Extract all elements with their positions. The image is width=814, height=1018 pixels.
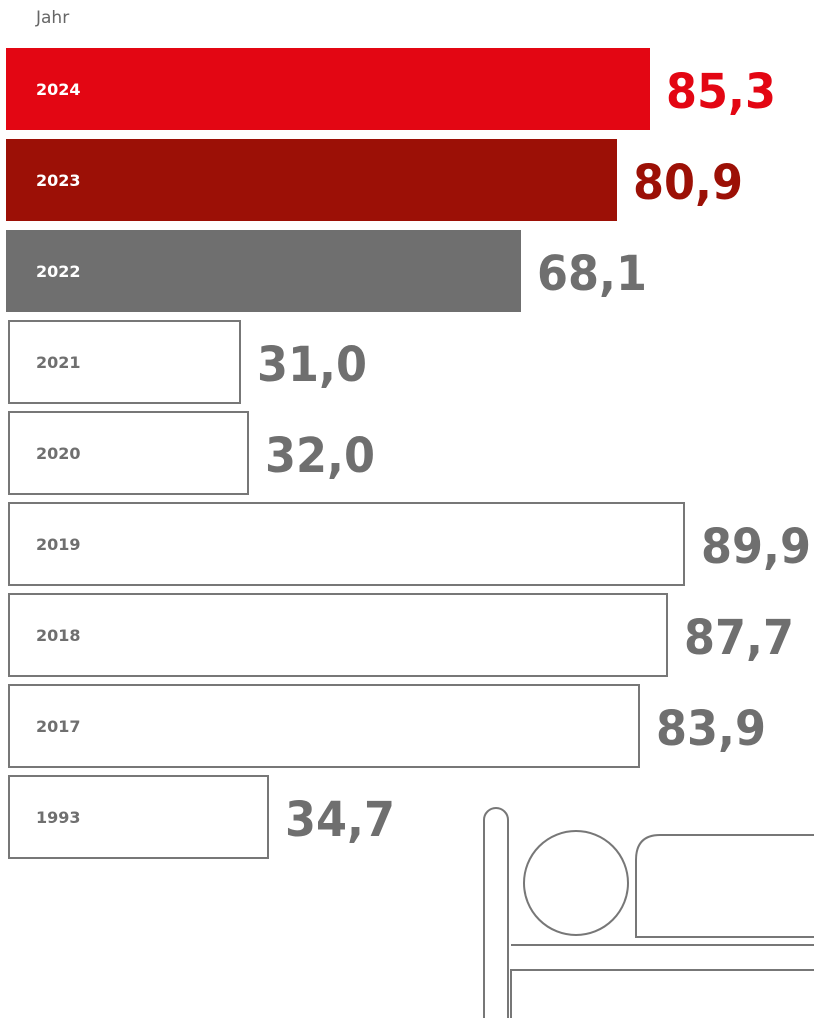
bar-2018	[8, 593, 668, 677]
category-label-2020: 2020	[36, 444, 81, 463]
bar-2019	[8, 502, 685, 586]
bar-group-2024: 2024 85,3	[6, 48, 776, 130]
bar-1993	[8, 775, 269, 859]
category-label-2021: 2021	[36, 353, 81, 372]
value-label-2018: 87,7	[684, 610, 794, 666]
bar-group-2022: 2022 68,1	[6, 230, 647, 312]
bar-2023	[6, 139, 617, 221]
y-axis-label: Jahr	[36, 8, 70, 28]
category-label-2017: 2017	[36, 717, 81, 736]
value-label-2023: 80,9	[633, 155, 743, 211]
value-label-2022: 68,1	[537, 246, 647, 302]
category-label-2024: 2024	[36, 80, 81, 99]
value-label-2019: 89,9	[701, 519, 811, 575]
bar-group-2019: 2019 89,9	[8, 502, 811, 586]
value-label-2020: 32,0	[265, 428, 375, 484]
bar-group-2021: 2021 31,0	[8, 320, 367, 404]
bar-group-1993: 1993 34,7	[8, 775, 395, 859]
category-label-2023: 2023	[36, 171, 81, 190]
bar-2021	[8, 320, 241, 404]
value-label-2024: 85,3	[666, 64, 776, 120]
category-label-2018: 2018	[36, 626, 81, 645]
bar-group-2017: 2017 83,9	[8, 684, 766, 768]
category-label-2019: 2019	[36, 535, 81, 554]
value-label-2017: 83,9	[656, 701, 766, 757]
bar-group-2018: 2018 87,7	[8, 593, 794, 677]
bar-2020	[8, 411, 249, 495]
bar-2022	[6, 230, 521, 312]
bar-2017	[8, 684, 640, 768]
bar-2024	[6, 48, 650, 130]
bar-group-2023: 2023 80,9	[6, 139, 743, 221]
category-label-1993: 1993	[36, 808, 81, 827]
bar-group-2020: 2020 32,0	[8, 411, 375, 495]
category-label-2022: 2022	[36, 262, 81, 281]
value-label-1993: 34,7	[285, 792, 395, 848]
value-label-2021: 31,0	[257, 337, 367, 393]
